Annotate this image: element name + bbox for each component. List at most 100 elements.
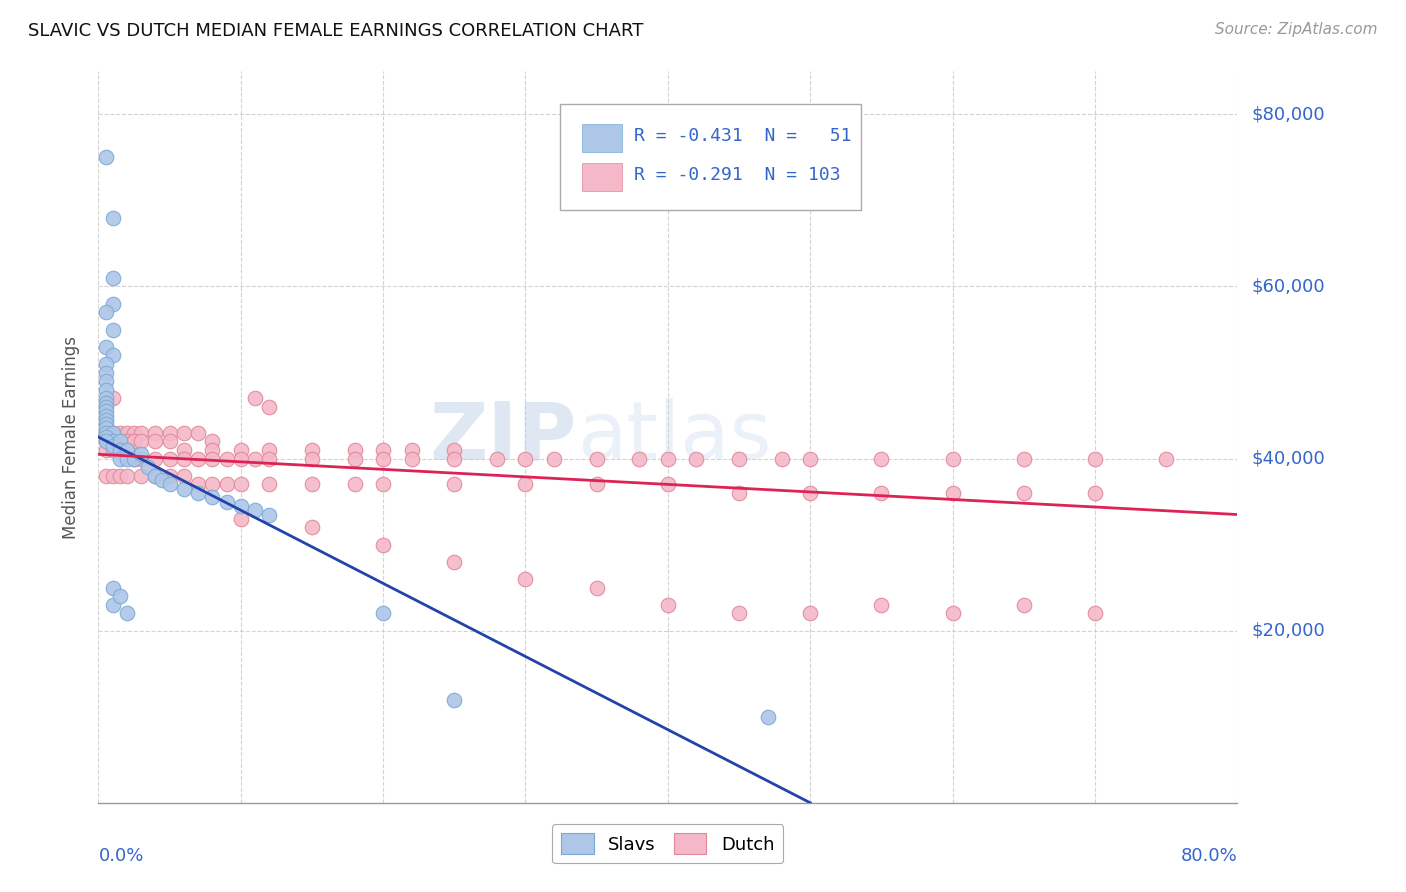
Point <box>108 434 131 449</box>
Point <box>101 581 124 595</box>
Point <box>159 451 181 466</box>
Point <box>101 442 124 457</box>
Point <box>373 442 395 457</box>
Point <box>1012 486 1035 500</box>
Point <box>94 442 117 457</box>
Legend: Slavs, Dutch: Slavs, Dutch <box>553 824 783 863</box>
Point <box>1012 598 1035 612</box>
Point <box>94 404 117 418</box>
Point <box>1084 451 1107 466</box>
Point <box>486 451 509 466</box>
Point <box>145 468 167 483</box>
Point <box>108 425 131 440</box>
Point <box>173 425 195 440</box>
Text: $40,000: $40,000 <box>1251 450 1324 467</box>
Point <box>942 451 965 466</box>
Text: atlas: atlas <box>576 398 770 476</box>
Point <box>101 598 124 612</box>
Point <box>628 451 651 466</box>
Point <box>515 572 537 586</box>
Point <box>187 486 209 500</box>
Point <box>373 607 395 621</box>
Point <box>259 451 281 466</box>
Point <box>122 425 145 440</box>
Point <box>94 413 117 427</box>
Point <box>173 468 195 483</box>
Point <box>108 451 131 466</box>
Point <box>301 451 323 466</box>
Point <box>94 383 117 397</box>
Text: 80.0%: 80.0% <box>1181 847 1237 864</box>
Point <box>657 477 679 491</box>
Point <box>94 400 117 414</box>
Point <box>115 434 138 449</box>
Point <box>443 692 465 706</box>
Point <box>201 442 224 457</box>
FancyBboxPatch shape <box>560 104 862 211</box>
Point <box>173 442 195 457</box>
Point <box>101 271 124 285</box>
Point <box>229 442 252 457</box>
Point <box>870 598 893 612</box>
Point <box>108 434 131 449</box>
Point <box>94 425 117 440</box>
Point <box>799 486 821 500</box>
Point <box>515 451 537 466</box>
Bar <box>582 124 623 152</box>
Point <box>94 430 117 444</box>
Point <box>301 442 323 457</box>
Point <box>1084 486 1107 500</box>
Point <box>515 477 537 491</box>
Point <box>101 434 124 449</box>
Point <box>115 468 138 483</box>
Point <box>201 477 224 491</box>
Point <box>443 555 465 569</box>
Point <box>145 434 167 449</box>
Point <box>101 439 124 453</box>
Point <box>94 340 117 354</box>
Point <box>101 348 124 362</box>
Point <box>187 425 209 440</box>
Point <box>870 486 893 500</box>
Point <box>94 417 117 432</box>
Point <box>201 434 224 449</box>
Point <box>756 710 779 724</box>
Point <box>159 468 181 483</box>
Point <box>108 442 131 457</box>
Point <box>343 477 366 491</box>
Text: R = -0.291  N = 103: R = -0.291 N = 103 <box>634 166 841 185</box>
Point <box>243 503 266 517</box>
Point <box>243 451 266 466</box>
Point <box>215 477 238 491</box>
Point <box>657 451 679 466</box>
Point <box>108 589 131 603</box>
Point <box>799 451 821 466</box>
Point <box>685 451 707 466</box>
Point <box>259 400 281 414</box>
Point <box>159 477 181 491</box>
Text: SLAVIC VS DUTCH MEDIAN FEMALE EARNINGS CORRELATION CHART: SLAVIC VS DUTCH MEDIAN FEMALE EARNINGS C… <box>28 22 644 40</box>
Point <box>585 581 607 595</box>
Point <box>201 491 224 505</box>
Point <box>115 442 138 457</box>
Point <box>401 451 423 466</box>
Text: ZIP: ZIP <box>429 398 576 476</box>
Point <box>1154 451 1177 466</box>
Point <box>94 305 117 319</box>
Point <box>301 520 323 534</box>
Point <box>94 357 117 371</box>
Point <box>1012 451 1035 466</box>
Point <box>94 374 117 388</box>
Bar <box>582 163 623 191</box>
Point <box>657 598 679 612</box>
Point <box>101 392 124 406</box>
Point <box>159 434 181 449</box>
Point <box>259 508 281 522</box>
Point <box>215 494 238 508</box>
Point <box>443 451 465 466</box>
Point <box>728 486 751 500</box>
Point <box>870 451 893 466</box>
Point <box>443 477 465 491</box>
Point <box>108 468 131 483</box>
Point <box>108 442 131 457</box>
